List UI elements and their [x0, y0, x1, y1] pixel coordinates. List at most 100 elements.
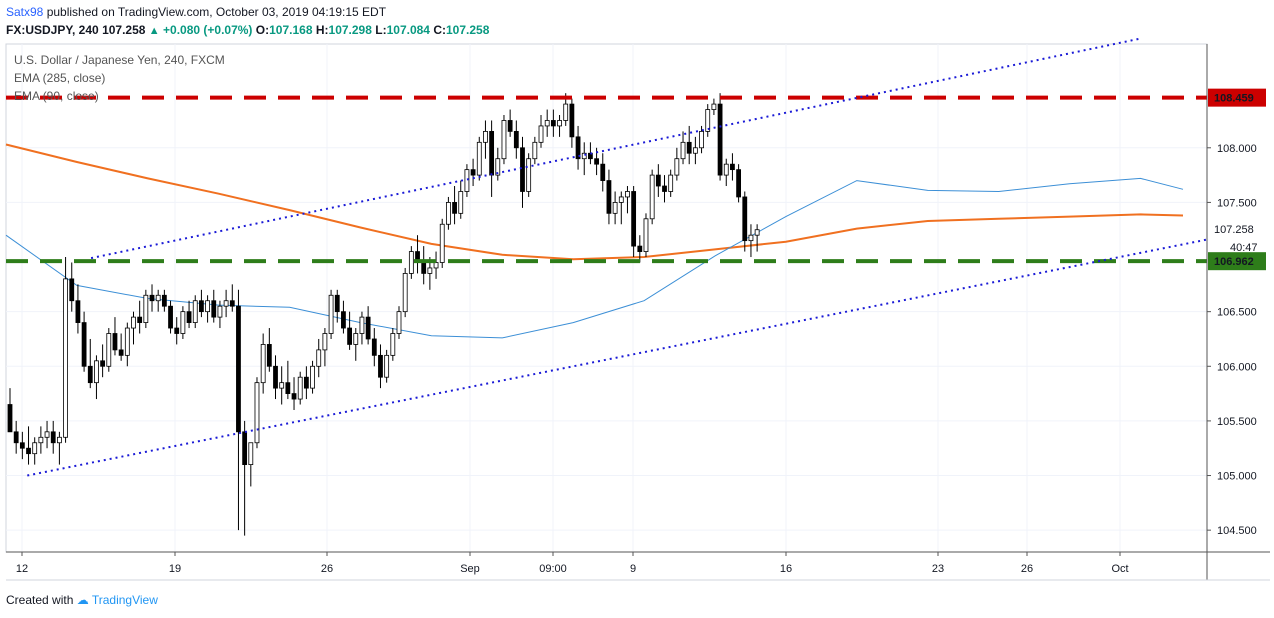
- candle: [13, 420, 19, 454]
- candle-body: [273, 365, 278, 389]
- candle-body: [557, 120, 562, 127]
- time-tick-label: 26: [321, 563, 333, 575]
- price-tick-label: 105.000: [1217, 471, 1257, 483]
- candle: [81, 311, 87, 372]
- candle-body: [205, 300, 210, 313]
- candle-body: [569, 103, 575, 138]
- candle: [131, 311, 136, 345]
- price-axis[interactable]: 108.000 107.500 106.500 106.000 105.500 105.0…: [1206, 44, 1266, 580]
- candle-body: [371, 338, 377, 356]
- author-name[interactable]: Satx98: [6, 5, 44, 19]
- close-value: 107.258: [446, 23, 490, 37]
- candle: [365, 306, 371, 345]
- horizontal-levels[interactable]: [6, 95, 1207, 264]
- legend-title: U.S. Dollar / Japanese Yen, 240, FXCM: [14, 53, 225, 67]
- candle-body: [390, 333, 396, 356]
- candle: [748, 224, 754, 258]
- candle: [662, 175, 667, 203]
- time-axis[interactable]: 12 19 26 Sep 09:00 9 16 23 26 Oct: [6, 551, 1270, 581]
- candle: [26, 426, 31, 465]
- candle-body: [19, 442, 25, 449]
- candle-body: [544, 120, 550, 127]
- candle-body: [180, 311, 186, 334]
- candle-body: [649, 174, 655, 220]
- channel-upper-line: [90, 37, 1141, 260]
- resistance-price-label: 108.459: [1214, 93, 1254, 105]
- candle-body: [75, 300, 81, 323]
- candle: [717, 93, 723, 181]
- candle-body: [445, 202, 451, 225]
- candle-body: [748, 234, 754, 242]
- candle: [211, 289, 217, 323]
- candle: [631, 186, 637, 258]
- legend-ema285[interactable]: EMA (285, close): [14, 71, 106, 85]
- candle-body: [316, 349, 322, 367]
- candle: [396, 306, 402, 339]
- candle: [470, 158, 476, 187]
- candle: [421, 246, 427, 285]
- candle-body: [118, 349, 124, 356]
- candle: [384, 349, 390, 383]
- candle: [575, 125, 581, 170]
- trend-channel[interactable]: [27, 37, 1208, 477]
- time-tick-label: 19: [169, 563, 181, 575]
- candle-body: [631, 191, 637, 247]
- candle-body: [260, 344, 266, 384]
- candle: [291, 377, 297, 410]
- tradingview-brand[interactable]: TradingView: [91, 593, 158, 607]
- candle: [180, 306, 186, 339]
- candle-body: [378, 354, 383, 378]
- publish-date: published on TradingView.com, October 03…: [46, 5, 387, 19]
- candle-body: [705, 109, 711, 132]
- candle-body: [384, 354, 390, 378]
- candle-body: [69, 278, 75, 302]
- candle-body: [452, 202, 457, 214]
- candle-body: [297, 376, 303, 400]
- symbol-label: FX:USDJPY, 240: [6, 23, 99, 37]
- candle: [192, 295, 198, 329]
- candle-body: [483, 130, 488, 143]
- candle: [334, 289, 340, 323]
- candle: [248, 442, 254, 487]
- legend-ema90[interactable]: EMA (90, close): [14, 89, 99, 103]
- close-label: C:: [433, 23, 446, 37]
- candle-body: [303, 376, 309, 389]
- tradingview-logo-icon[interactable]: ☁: [76, 593, 89, 607]
- candle-body: [365, 316, 371, 340]
- candle: [736, 164, 742, 203]
- candle-body: [322, 333, 328, 351]
- candle: [692, 136, 698, 165]
- candle-body: [112, 333, 118, 351]
- candle: [279, 366, 285, 405]
- grid: [5, 43, 1208, 553]
- low-label: L:: [375, 23, 387, 37]
- candle: [137, 300, 143, 334]
- candle: [273, 355, 278, 400]
- candle: [56, 431, 62, 465]
- candle: [674, 147, 680, 181]
- candle: [236, 289, 241, 531]
- price-change: +0.080 (+0.07%): [163, 23, 253, 37]
- candle-body: [643, 218, 649, 252]
- candle: [699, 125, 704, 154]
- candle: [38, 426, 44, 454]
- candle: [458, 180, 464, 219]
- candle: [538, 115, 544, 148]
- candle-body: [7, 404, 13, 433]
- candle: [606, 169, 612, 225]
- time-tick-label: 26: [1021, 563, 1033, 575]
- candle-body: [334, 294, 340, 313]
- candle-body: [495, 158, 501, 176]
- candle: [50, 420, 56, 454]
- ema285-path: [5, 143, 1184, 261]
- candle: [581, 142, 587, 176]
- candle-body: [328, 294, 334, 334]
- last-price: 107.258: [102, 23, 146, 37]
- candle-body: [186, 311, 192, 323]
- high-value: 107.298: [328, 23, 372, 37]
- candle: [242, 420, 248, 536]
- candle-body: [501, 120, 507, 160]
- candle: [223, 289, 229, 318]
- candle: [106, 328, 112, 372]
